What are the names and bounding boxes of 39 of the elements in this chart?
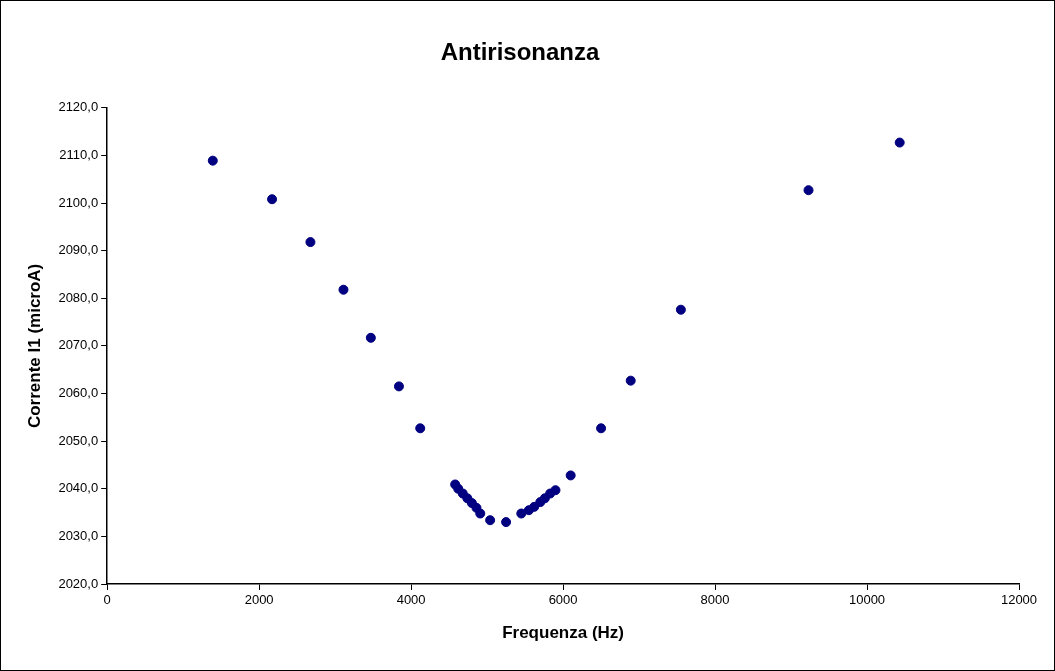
point xyxy=(803,185,814,196)
point xyxy=(305,237,316,248)
y-tick-label: 2060,0 xyxy=(58,385,99,401)
x-axis-title: Frequenza (Hz) xyxy=(502,623,624,643)
y-tick-label: 2110,0 xyxy=(59,147,99,162)
point xyxy=(393,381,404,392)
point xyxy=(565,470,576,481)
y-tick-label: 2080,0 xyxy=(58,289,99,305)
point xyxy=(625,375,636,386)
point xyxy=(365,332,376,343)
point xyxy=(894,137,905,148)
x-tick-label: 4000 xyxy=(396,592,426,608)
x-tick-label: 8000 xyxy=(700,592,730,608)
y-tick-label: 2070,0 xyxy=(58,337,99,353)
y-tick-label: 2100,0 xyxy=(58,194,99,210)
y-tick-label: 2050,0 xyxy=(58,432,99,448)
point xyxy=(516,508,527,519)
point xyxy=(475,508,486,519)
point xyxy=(675,304,686,315)
point xyxy=(485,515,496,526)
x-tick-label: 0 xyxy=(103,592,111,608)
x-tick-label: 10000 xyxy=(848,592,886,608)
x-tick-label: 12000 xyxy=(1000,592,1038,608)
y-tick-label: 2040,0 xyxy=(58,480,99,496)
point xyxy=(267,194,278,205)
point xyxy=(596,423,607,434)
point xyxy=(550,485,561,496)
point xyxy=(415,423,426,434)
x-tick-label: 6000 xyxy=(548,592,578,608)
y-tick-label: 2090,0 xyxy=(58,242,99,258)
y-tick-label: 2120,0 xyxy=(58,99,99,115)
x-tick-label: 2000 xyxy=(244,592,274,608)
y-axis-title: Corrente I1 (microA) xyxy=(24,263,44,429)
point xyxy=(501,517,512,528)
y-tick-label: 2030,0 xyxy=(58,527,99,543)
y-tick-label: 2020,0 xyxy=(58,575,99,591)
chart-title: Antirisonanza xyxy=(440,38,600,66)
point xyxy=(338,284,349,295)
point xyxy=(207,155,218,166)
